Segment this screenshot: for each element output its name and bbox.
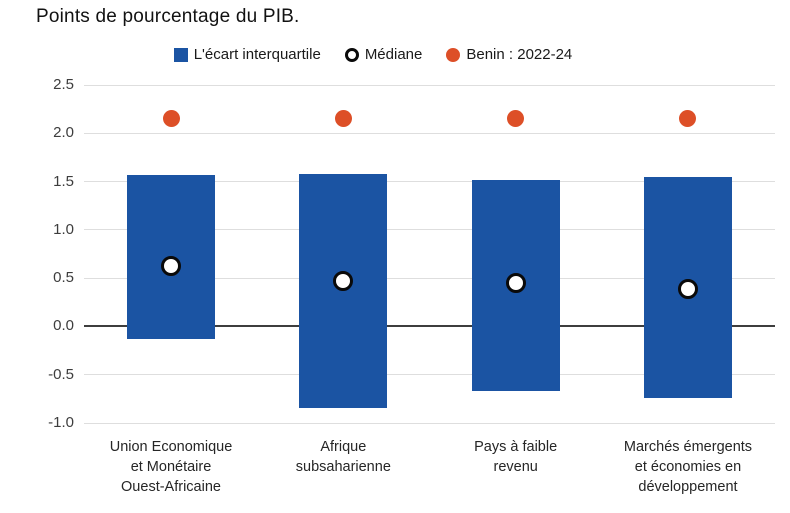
x-category-label-line: subsaharienne (295, 459, 391, 475)
x-category-label-line: Marchés émergents (623, 439, 753, 455)
gridline (84, 277, 775, 279)
x-category-label-line: Ouest-Africaine (121, 479, 221, 495)
x-category-label: Marchés émergents et économies en développ… (596, 437, 780, 497)
gridline (84, 132, 775, 134)
y-tick-label: 2.5 (53, 76, 74, 93)
x-category-label-line: et économies en (634, 459, 742, 475)
benin-marker (334, 110, 352, 128)
median-marker (333, 271, 354, 292)
x-category-label-line: développement (638, 479, 738, 495)
zero-gridline (84, 325, 775, 328)
legend-item-iqr: L'écart interquartile (173, 46, 321, 63)
x-category-label-line: Union Economique (109, 439, 233, 455)
legend-iqr-label: L'écart interquartile (193, 46, 321, 63)
y-tick-label: 0.5 (53, 269, 74, 287)
legend-benin-label: Benin : 2022-24 (466, 46, 573, 63)
benin-dot-icon (446, 47, 461, 62)
x-axis-labels: Union Economique et Monétaire Ouest-Africa… (84, 437, 775, 509)
plot-area: 2.5 2.0 1.5 1.0 0.5 0.0 -0.5 -1.0 (48, 76, 775, 431)
legend-median-label: Médiane (364, 46, 423, 63)
x-category-label-line: Pays à faible (474, 439, 558, 455)
median-marker (677, 278, 698, 299)
legend-item-median: Médiane (344, 46, 423, 63)
y-tick-label: 1.0 (53, 220, 74, 238)
gridline (84, 84, 775, 86)
y-tick-label: 1.5 (53, 172, 74, 190)
benin-marker (679, 110, 697, 128)
iqr-square-icon (173, 47, 188, 62)
gridline (84, 229, 775, 231)
y-tick-label: -0.5 (48, 365, 74, 383)
median-marker (505, 272, 526, 293)
x-category-label-line: revenu (493, 459, 538, 475)
y-tick-label: 2.0 (53, 124, 74, 142)
median-ring-icon (344, 47, 359, 62)
legend-item-benin: Benin : 2022-24 (446, 46, 572, 63)
x-category-label-line: Afrique (320, 439, 367, 455)
benin-marker (507, 110, 525, 128)
benin-marker (162, 110, 180, 128)
gridline (84, 374, 775, 376)
gridline (84, 181, 775, 183)
chart-title: Points de pourcentage du PIB. (36, 6, 300, 27)
x-category-label: Union Economique et Monétaire Ouest-Africa… (79, 437, 263, 497)
x-category-label: Afrique subsaharienne (251, 437, 435, 477)
y-tick-label: -1.0 (48, 414, 74, 431)
x-category-label: Pays à faible revenu (424, 437, 608, 477)
x-category-label-line: et Monétaire (130, 459, 212, 475)
gridline (84, 422, 775, 424)
legend: L'écart interquartile Médiane Benin : 20… (0, 46, 768, 63)
median-marker (161, 255, 181, 276)
y-tick-label: 0.0 (53, 317, 74, 335)
